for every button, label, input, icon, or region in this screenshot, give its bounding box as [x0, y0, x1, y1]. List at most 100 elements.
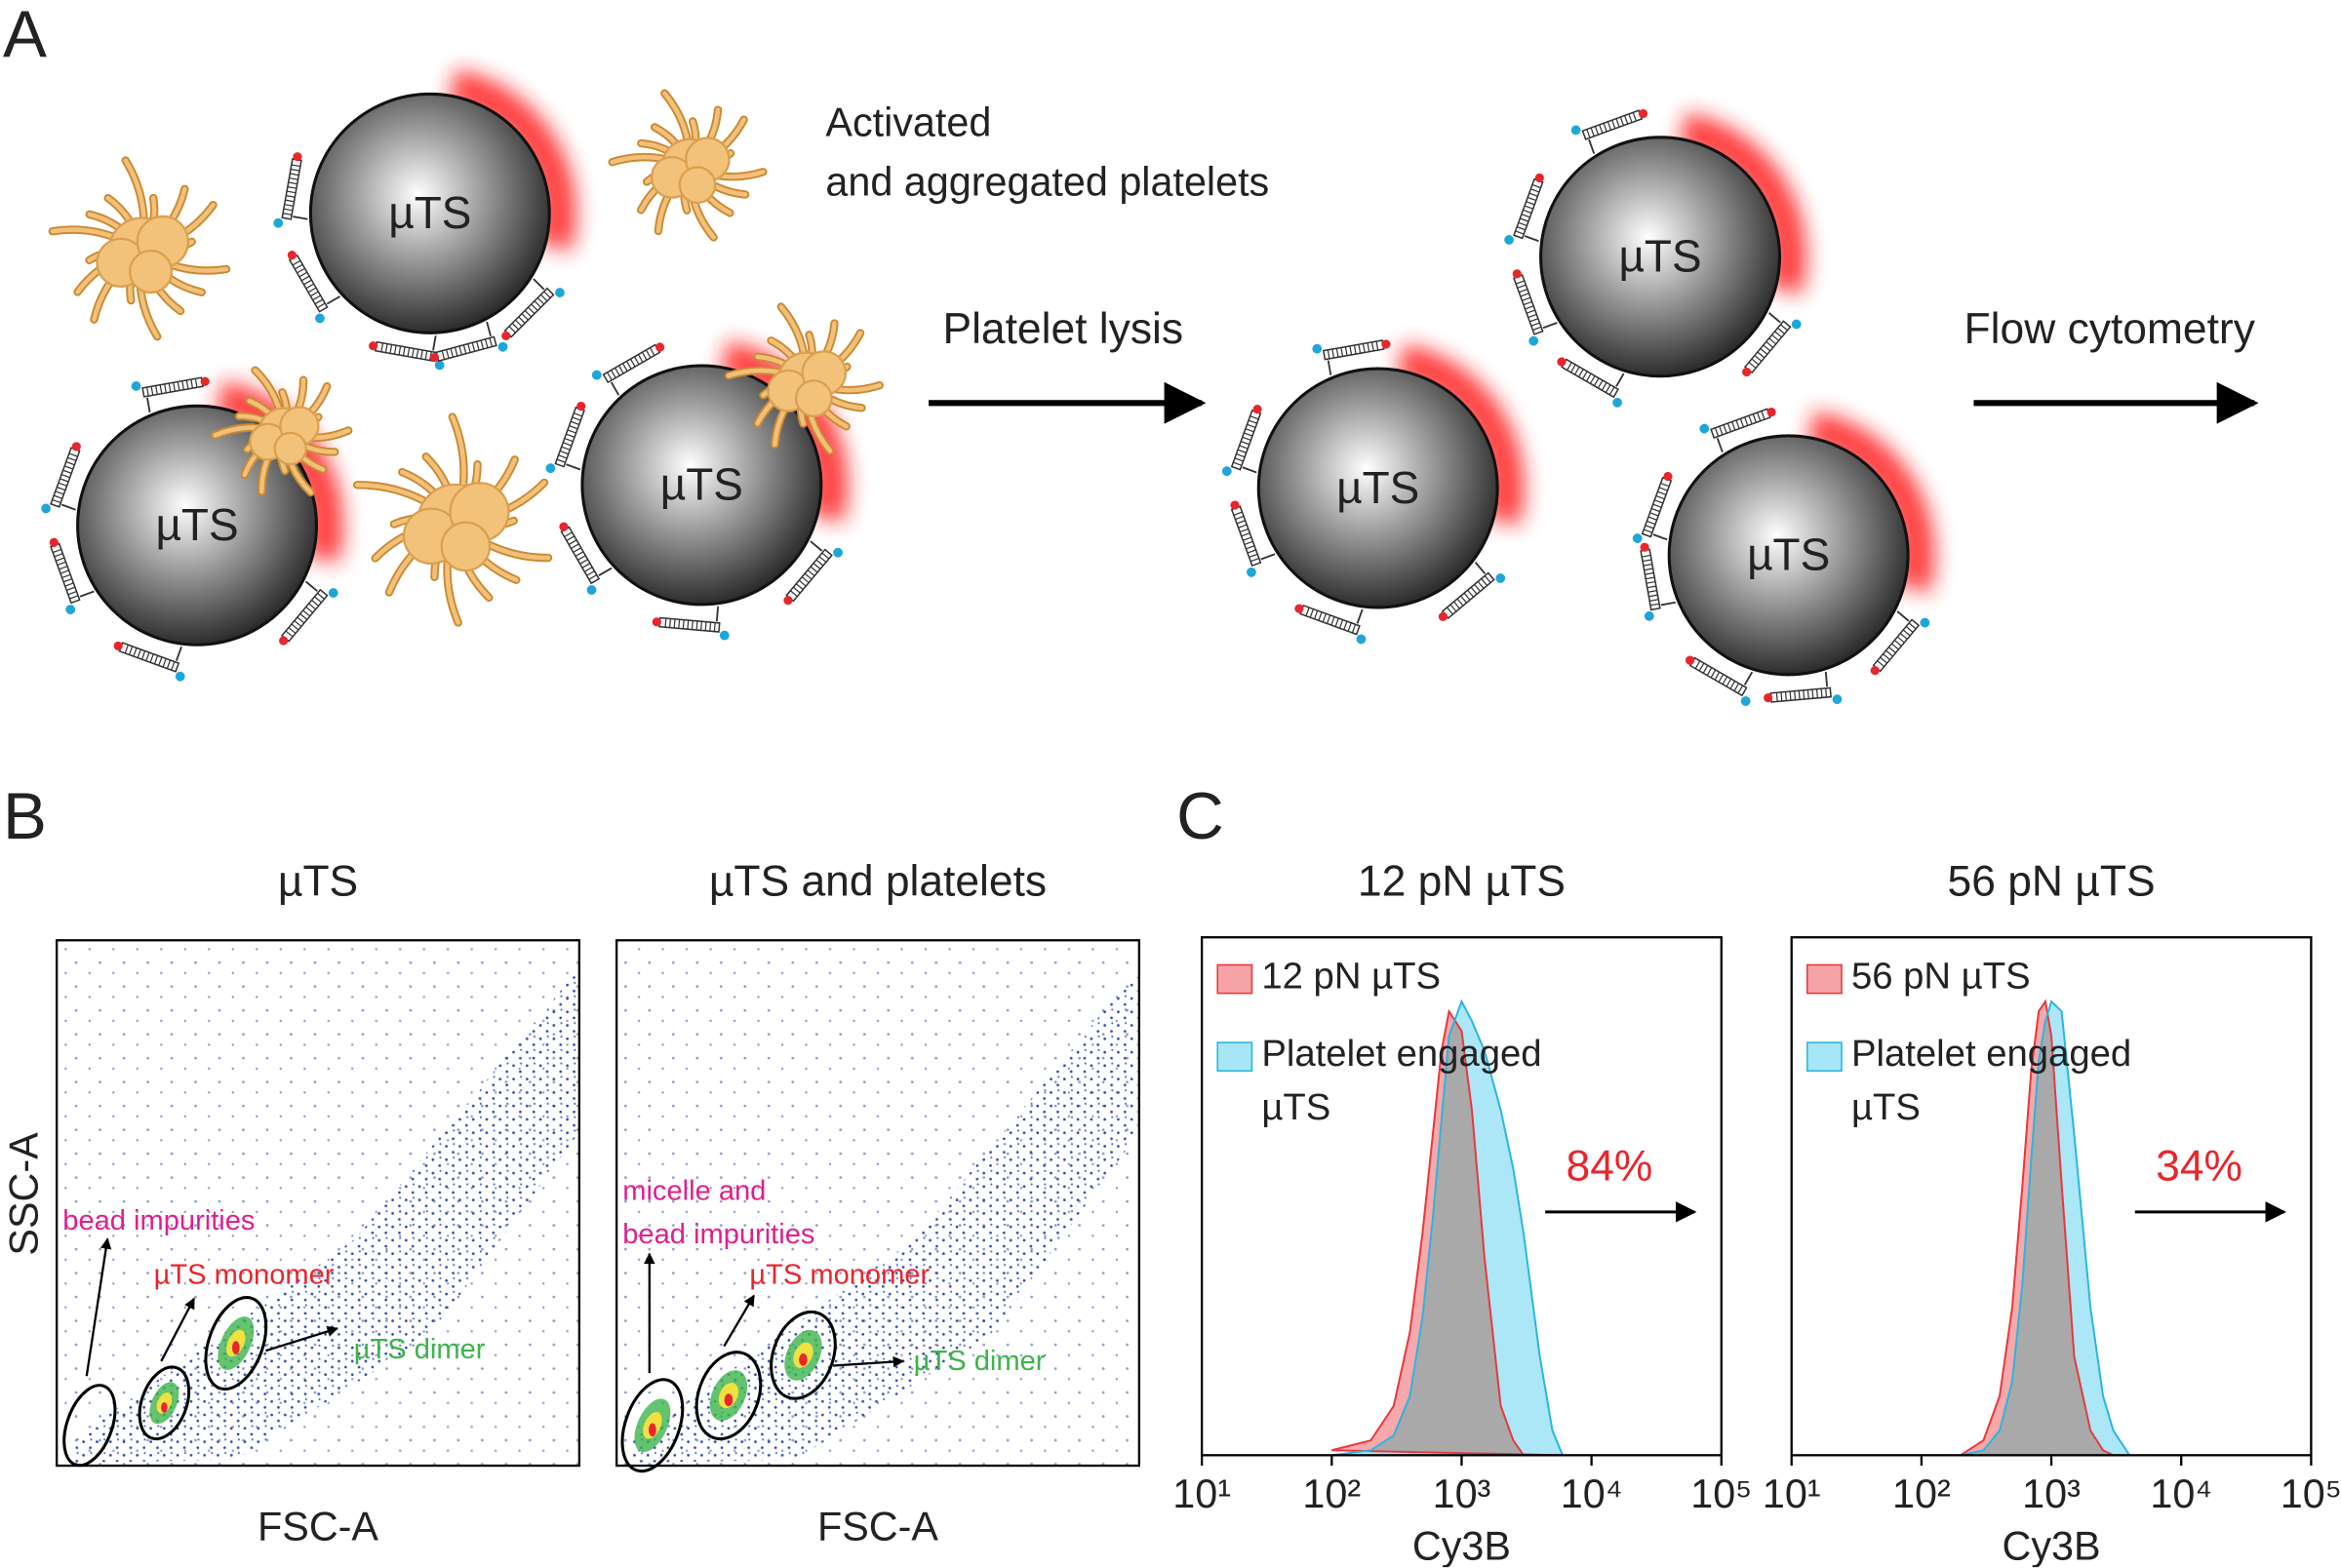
probe-rung: [1644, 568, 1653, 571]
probe-rung: [1718, 674, 1725, 683]
density-hotspot: [231, 1341, 240, 1354]
probe-rung: [704, 621, 707, 631]
probe-rung: [700, 621, 703, 631]
legend-swatch: [1806, 1041, 1843, 1072]
probe-stem: [293, 216, 308, 220]
probe-rung: [441, 350, 446, 360]
probe-rung: [149, 653, 154, 663]
x-tick-label: 10²: [1892, 1471, 1951, 1516]
probe-rung: [1247, 549, 1256, 554]
probe-rung: [1820, 688, 1823, 698]
tension-probe: [1742, 312, 1802, 377]
probe-rung: [60, 569, 69, 574]
probe-rung: [1726, 422, 1732, 432]
probe-rung: [57, 561, 66, 567]
probe-ligand: [586, 585, 597, 595]
probe-rung: [1649, 599, 1659, 602]
probe-ligand: [1504, 235, 1514, 245]
probe-stem: [1588, 138, 1596, 154]
probe-dye: [559, 522, 569, 531]
probe-rung: [1526, 201, 1535, 206]
probe-rung: [1236, 452, 1246, 458]
probe-stem: [1242, 466, 1257, 474]
probe-stem: [1824, 671, 1829, 687]
bead-group: µTS: [545, 340, 849, 641]
probe-rung: [1714, 427, 1720, 437]
probe-rung: [1590, 127, 1595, 137]
probe-rung: [1748, 414, 1753, 425]
probe-rung: [59, 566, 68, 570]
panel-c: 12 pN µTS Cy3B 10¹ 10² 10³ 10⁴ 10⁵ 84% 56 pN µTS…: [1172, 857, 2341, 1567]
tension-probe: [783, 540, 843, 606]
tension-probe: [41, 442, 81, 514]
probe-rung: [515, 319, 523, 328]
probe-rung: [1237, 449, 1247, 453]
probe-rung: [317, 592, 325, 600]
probe-rung: [1246, 545, 1255, 550]
probe-rung: [1603, 123, 1607, 133]
pointer-arrow: [85, 1237, 112, 1377]
tension-probe: [113, 641, 185, 682]
probe-stem: [1652, 533, 1668, 541]
probe-rung: [1244, 540, 1253, 546]
probe-rung: [577, 555, 586, 561]
probe-rung: [1242, 436, 1251, 442]
probe-rung: [1358, 344, 1362, 354]
legend-swatch: [1216, 963, 1253, 995]
probe-rung: [56, 557, 65, 562]
probe-ligand: [434, 360, 445, 371]
probe-rung: [1529, 318, 1539, 323]
probe-rung: [53, 494, 63, 499]
probe-rung: [1522, 296, 1531, 301]
probe-rung: [1528, 313, 1537, 319]
probe-rung: [1735, 419, 1740, 429]
probe-rung: [807, 569, 815, 577]
probe-rung: [521, 313, 529, 321]
probe-stem: [598, 567, 613, 576]
probe-rung: [1477, 580, 1485, 589]
probe-rung: [52, 548, 61, 554]
probe-rung: [285, 199, 295, 203]
probe-rung: [531, 303, 538, 311]
tension-probe: [1504, 173, 1544, 245]
pointer-arrow: [160, 1297, 195, 1362]
probe-rung: [173, 382, 176, 392]
probe-rung: [1353, 344, 1357, 355]
probe-rung: [1362, 343, 1366, 353]
probe-dye: [1230, 500, 1240, 510]
probe-rung: [128, 646, 134, 655]
probe-rung: [1240, 441, 1250, 446]
probe-rung: [543, 291, 551, 298]
probe-rung: [687, 620, 690, 630]
probe-rung: [1694, 660, 1701, 670]
probe-ligand: [328, 588, 338, 598]
probe-rung: [194, 378, 198, 388]
x-tick-label: 10³: [2022, 1471, 2081, 1516]
tension-probe: [591, 342, 665, 396]
probe-rung: [1737, 685, 1744, 694]
probe-duplex: [1641, 476, 1673, 538]
probe-ligand: [1740, 696, 1751, 706]
tension-probe: [1230, 500, 1276, 577]
probe-rung: [298, 271, 308, 278]
probe-dye: [1534, 173, 1544, 183]
probe-rung: [1314, 609, 1319, 619]
probe-stem: [60, 503, 76, 511]
probe-rung: [54, 553, 63, 558]
bead-label: µTS: [1747, 529, 1830, 580]
probe-rung: [1344, 346, 1348, 356]
probe-rung: [534, 300, 541, 308]
bead-label: µTS: [388, 187, 471, 238]
probe-rung: [569, 425, 578, 430]
probe-rung: [61, 573, 71, 579]
probe-rung: [1739, 418, 1745, 428]
probe-rung: [124, 645, 129, 654]
probe-rung: [792, 586, 801, 594]
probe-rung: [1523, 209, 1532, 215]
probe-rung: [1234, 457, 1244, 462]
probe-rung: [68, 452, 78, 457]
probe-rung: [1647, 590, 1657, 593]
probe-rung: [287, 185, 298, 189]
probe-rung: [1516, 226, 1527, 231]
